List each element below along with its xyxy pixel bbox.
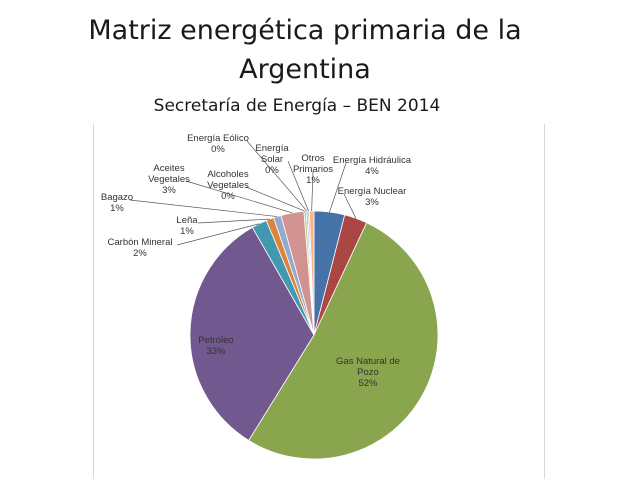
leader-line [343, 193, 357, 219]
slice-label: Leña 1% [176, 215, 198, 237]
slice-label: Energía Eólico 0% [187, 133, 249, 155]
slice-label: Carbón Mineral 2% [108, 237, 173, 259]
leader-line [129, 199, 278, 217]
pie-slice-gas-natural-de-pozo [248, 222, 439, 460]
chart-frame: Energía Hidráulica 4% Energía Nuclear 3% Gas… [93, 124, 545, 479]
pie-slice-petróleo [189, 226, 315, 441]
slice-label: Bagazo 1% [101, 192, 133, 214]
leader-line [329, 162, 347, 213]
leader-line [311, 170, 314, 212]
slice-label: Energía Solar 0% [255, 143, 289, 176]
leader-line [245, 186, 306, 212]
slice-label: Gas Natural de Pozo 52% [336, 356, 400, 389]
slice-label: Aceites Vegetales 3% [148, 163, 190, 196]
slice-label: Alcoholes Vegetales 0% [207, 169, 249, 202]
slice-label: Petróleo 33% [198, 335, 233, 357]
leader-line [246, 140, 308, 212]
slide-title-line2: Argentina [239, 54, 371, 85]
leader-line [176, 223, 260, 246]
slice-label: Otros Primarios 1% [293, 153, 333, 186]
pie-chart: Energía Hidráulica 4% Energía Nuclear 3% Gas… [101, 133, 439, 460]
slice-label: Energía Hidráulica 4% [333, 155, 412, 177]
slide-subtitle: Secretaría de Energía – BEN 2014 [153, 96, 441, 116]
leader-line [287, 160, 309, 212]
slice-label: Energía Nuclear 3% [338, 186, 407, 208]
leader-line [197, 218, 270, 224]
pie-slice-otros-primarios [308, 210, 315, 336]
slide-title-line1: Matriz energética primaria de la [88, 15, 522, 46]
leader-line [185, 180, 293, 214]
